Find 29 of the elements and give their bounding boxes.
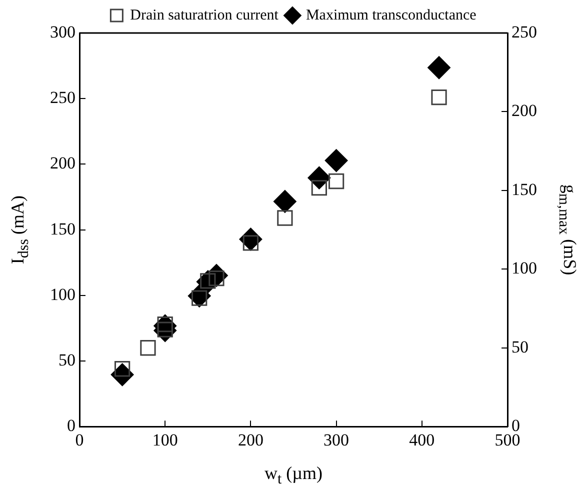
x-tick-label: 300: [324, 430, 350, 450]
point: [428, 56, 451, 80]
legend-label: Drain saturatrion current: [130, 7, 280, 24]
point: [273, 190, 296, 213]
legend-label: Maximum transconductance: [306, 7, 477, 24]
y-tick-label: 200: [50, 154, 76, 173]
y2-tick-label: 250: [512, 22, 537, 42]
point: [324, 149, 348, 172]
point: [328, 173, 344, 190]
point: [157, 316, 173, 332]
y-tick-label: 0: [67, 416, 76, 436]
y2-tick-label: 150: [512, 180, 537, 199]
x-axis-title: w$_{t}$ (µm): [264, 462, 323, 488]
point: [431, 89, 447, 106]
x-tick-label: 100: [152, 430, 178, 450]
y2-tick-label: 100: [512, 258, 537, 278]
x-tick-label: 200: [238, 430, 264, 450]
y-tick-label: 250: [50, 88, 76, 108]
y-tick-label: 50: [58, 350, 76, 370]
x-tick-label: 400: [409, 430, 435, 450]
y2-tick-label: 50: [512, 337, 528, 356]
point: [140, 340, 156, 356]
y-tick-label: 150: [50, 219, 76, 238]
y-tick-label: 100: [50, 284, 76, 304]
point: [311, 180, 327, 196]
point: [277, 210, 293, 226]
y-tick-label: 300: [50, 22, 76, 42]
y2-tick-label: 200: [512, 101, 537, 120]
point: [157, 322, 173, 338]
